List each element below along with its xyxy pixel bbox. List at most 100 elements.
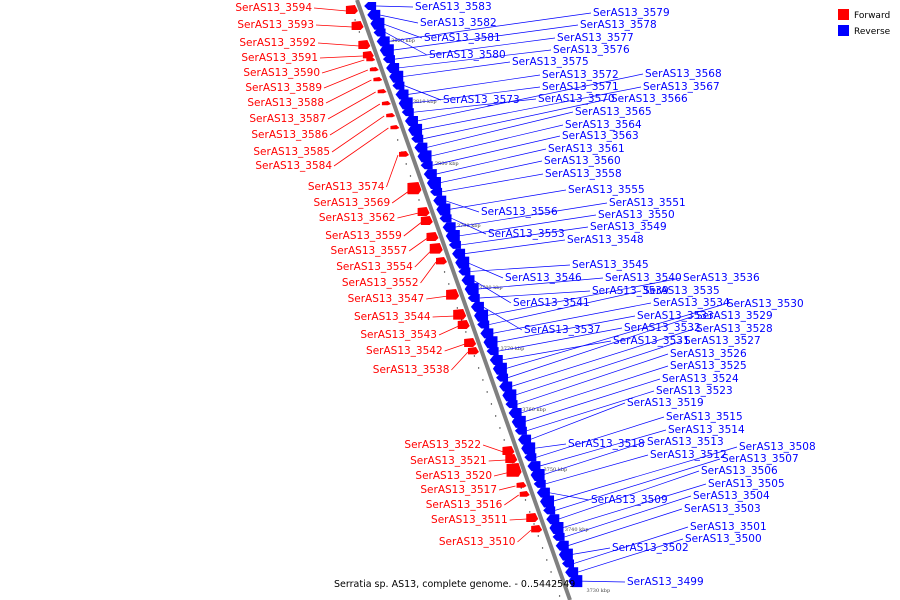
forward-gene-seras13-3552[interactable]: [436, 257, 448, 265]
reverse-gene-seras13-3514[interactable]: [527, 461, 541, 472]
forward-gene-seras13-3538[interactable]: [467, 347, 479, 355]
reverse-gene-label[interactable]: SerAS13_3563: [562, 130, 639, 142]
forward-gene-seras13-3511[interactable]: [526, 513, 539, 522]
reverse-gene-label[interactable]: SerAS13_3558: [545, 168, 622, 180]
reverse-gene-seras13-3507[interactable]: [543, 506, 556, 515]
forward-gene-label[interactable]: SerAS13_3516: [426, 499, 503, 511]
reverse-gene-seras13-3563[interactable]: [420, 161, 433, 170]
reverse-gene-label[interactable]: SerAS13_3580: [429, 49, 506, 61]
reverse-gene-seras13-3518[interactable]: [521, 442, 536, 455]
forward-gene-seras13-3585[interactable]: [386, 113, 396, 118]
reverse-gene-seras13-3506[interactable]: [546, 514, 560, 525]
reverse-gene-seras13-3505[interactable]: [549, 522, 564, 535]
reverse-gene-label[interactable]: SerAS13_3555: [568, 184, 645, 196]
reverse-gene-label[interactable]: SerAS13_3570: [538, 93, 615, 105]
reverse-gene-seras13-3504[interactable]: [552, 532, 565, 541]
forward-gene-label[interactable]: SerAS13_3552: [342, 277, 419, 289]
reverse-gene-label[interactable]: SerAS13_3502: [612, 542, 689, 554]
reverse-gene-seras13-3539[interactable]: [467, 294, 480, 302]
reverse-gene-label[interactable]: SerAS13_3539: [592, 285, 669, 297]
reverse-gene-seras13-3513[interactable]: [530, 468, 545, 481]
reverse-gene-label[interactable]: SerAS13_3548: [567, 234, 644, 246]
forward-gene-label[interactable]: SerAS13_3574: [308, 181, 385, 193]
reverse-gene-label[interactable]: SerAS13_3531: [613, 335, 690, 347]
reverse-gene-label[interactable]: SerAS13_3503: [684, 503, 761, 515]
forward-gene-label[interactable]: SerAS13_3538: [373, 364, 450, 376]
forward-gene-seras13-3588[interactable]: [373, 77, 383, 82]
forward-gene-seras13-3594[interactable]: [345, 5, 358, 14]
reverse-gene-label[interactable]: SerAS13_3551: [609, 197, 686, 209]
forward-gene-seras13-3592[interactable]: [358, 40, 371, 49]
reverse-gene-label[interactable]: SerAS13_3523: [656, 385, 733, 397]
reverse-gene-label[interactable]: SerAS13_3565: [575, 106, 652, 118]
reverse-gene-seras13-3499[interactable]: [568, 575, 583, 588]
forward-gene-seras13-3591[interactable]: [362, 51, 374, 59]
reverse-gene-label[interactable]: SerAS13_3582: [420, 17, 497, 29]
reverse-gene-label[interactable]: SerAS13_3549: [590, 221, 667, 233]
reverse-gene-seras13-3566[interactable]: [411, 134, 424, 143]
reverse-gene-label[interactable]: SerAS13_3567: [643, 81, 720, 93]
reverse-gene-label[interactable]: SerAS13_3572: [542, 69, 619, 81]
reverse-gene-seras13-3526[interactable]: [505, 400, 518, 409]
reverse-gene-seras13-3577[interactable]: [382, 55, 395, 64]
forward-gene-seras13-3574[interactable]: [399, 151, 410, 157]
reverse-gene-seras13-3531[interactable]: [489, 354, 503, 365]
reverse-gene-seras13-3572[interactable]: [395, 89, 409, 100]
forward-gene-label[interactable]: SerAS13_3590: [243, 67, 320, 79]
forward-gene-label[interactable]: SerAS13_3589: [245, 82, 322, 94]
reverse-gene-label[interactable]: SerAS13_3561: [548, 143, 625, 155]
reverse-gene-seras13-3528[interactable]: [499, 381, 513, 392]
reverse-gene-label[interactable]: SerAS13_3524: [662, 373, 739, 385]
reverse-gene-label[interactable]: SerAS13_3534: [653, 297, 730, 309]
reverse-gene-label[interactable]: SerAS13_3513: [647, 436, 724, 448]
forward-gene-label[interactable]: SerAS13_3554: [336, 261, 413, 273]
reverse-gene-label[interactable]: SerAS13_3553: [488, 228, 565, 240]
forward-gene-seras13-3569[interactable]: [407, 182, 422, 195]
forward-gene-seras13-3559[interactable]: [420, 216, 433, 225]
reverse-gene-seras13-3573[interactable]: [392, 81, 405, 90]
forward-gene-label[interactable]: SerAS13_3521: [410, 455, 487, 467]
forward-gene-seras13-3520[interactable]: [506, 463, 522, 477]
reverse-gene-seras13-3525[interactable]: [508, 408, 522, 419]
reverse-gene-seras13-3508[interactable]: [540, 495, 555, 508]
forward-gene-seras13-3589[interactable]: [369, 67, 379, 72]
forward-gene-seras13-3584[interactable]: [390, 125, 400, 130]
forward-gene-seras13-3547[interactable]: [446, 289, 460, 300]
reverse-gene-label[interactable]: SerAS13_3499: [627, 576, 704, 588]
reverse-gene-seras13-3551[interactable]: [442, 222, 456, 233]
reverse-gene-seras13-3537[interactable]: [470, 301, 484, 312]
forward-gene-seras13-3510[interactable]: [531, 525, 543, 533]
reverse-gene-label[interactable]: SerAS13_3550: [598, 209, 675, 221]
reverse-gene-label[interactable]: SerAS13_3579: [593, 7, 670, 19]
reverse-gene-label[interactable]: SerAS13_3541: [513, 297, 590, 309]
reverse-gene-label[interactable]: SerAS13_3578: [580, 19, 657, 31]
forward-gene-label[interactable]: SerAS13_3520: [415, 470, 492, 482]
reverse-gene-label[interactable]: SerAS13_3577: [557, 32, 634, 44]
forward-gene-label[interactable]: SerAS13_3593: [237, 19, 314, 31]
reverse-gene-seras13-3555[interactable]: [436, 203, 451, 216]
reverse-gene-label[interactable]: SerAS13_3571: [542, 81, 619, 93]
reverse-gene-seras13-3570[interactable]: [401, 108, 414, 117]
reverse-gene-seras13-3523[interactable]: [514, 426, 527, 435]
forward-gene-label[interactable]: SerAS13_3559: [325, 230, 402, 242]
reverse-gene-seras13-3534[interactable]: [480, 328, 494, 339]
reverse-gene-seras13-3529[interactable]: [496, 373, 509, 382]
reverse-gene-seras13-3540[interactable]: [464, 283, 479, 296]
reverse-gene-label[interactable]: SerAS13_3573: [443, 94, 520, 106]
reverse-gene-seras13-3500[interactable]: [565, 567, 579, 578]
reverse-gene-seras13-3565[interactable]: [414, 142, 428, 153]
reverse-gene-label[interactable]: SerAS13_3526: [670, 348, 747, 360]
reverse-gene-label[interactable]: SerAS13_3560: [544, 155, 621, 167]
forward-gene-seras13-3554[interactable]: [429, 243, 443, 254]
forward-gene-seras13-3542[interactable]: [464, 338, 477, 347]
reverse-gene-seras13-3579[interactable]: [376, 36, 390, 47]
reverse-gene-seras13-3571[interactable]: [398, 97, 413, 110]
forward-gene-seras13-3562[interactable]: [417, 207, 430, 216]
forward-gene-label[interactable]: SerAS13_3511: [431, 514, 508, 526]
reverse-gene-seras13-3578[interactable]: [379, 44, 394, 57]
reverse-gene-label[interactable]: SerAS13_3519: [627, 397, 704, 409]
forward-gene-label[interactable]: SerAS13_3547: [348, 293, 425, 305]
reverse-gene-seras13-3575[interactable]: [389, 70, 404, 83]
forward-gene-label[interactable]: SerAS13_3557: [331, 245, 408, 257]
reverse-gene-label[interactable]: SerAS13_3533: [637, 310, 714, 322]
